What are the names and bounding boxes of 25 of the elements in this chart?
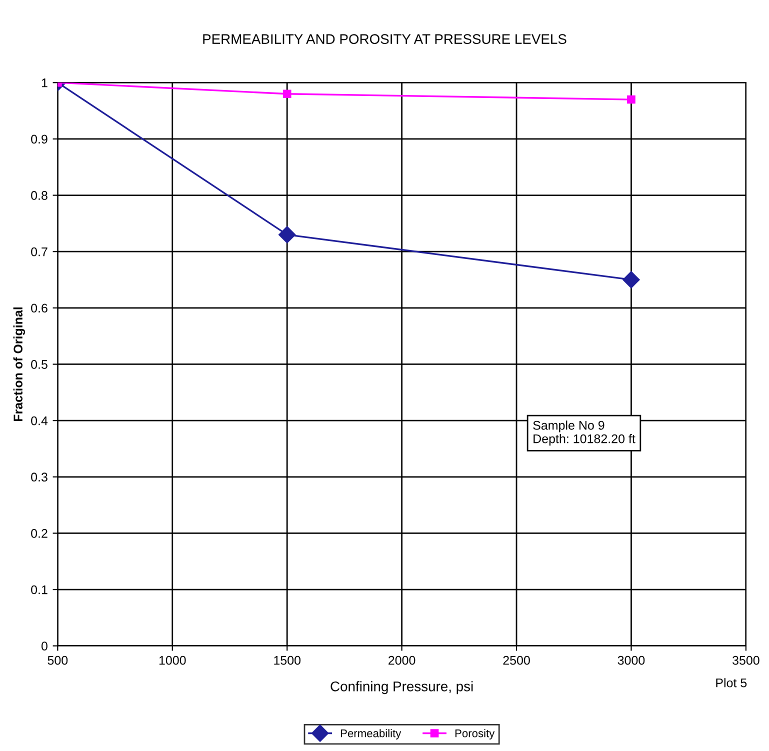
y-tick-label: 0.8 [31,191,48,200]
y-tick-label: 0.1 [31,585,48,594]
legend-label: Permeability [340,729,402,740]
chart-title: PERMEABILITY AND POROSITY AT PRESSURE LEVELS [203,34,566,44]
x-tick-label: 1500 [274,656,301,665]
y-tick-label: 0 [41,642,48,651]
y-tick-label: 0.5 [31,360,48,369]
y-tick-label: 0.2 [31,529,48,538]
annotation: Sample No 9 Depth: 10182.20 ft [533,420,636,446]
legend-label: Porosity [455,729,495,740]
x-tick-label: 500 [48,656,68,665]
y-tick-label: 0.9 [31,134,48,144]
y-tick-label: 0.7 [31,247,48,256]
y-tick-label: 0.4 [31,416,48,426]
text: Plot 5 [716,678,747,688]
x-tick-label: 3000 [618,656,645,665]
y-tick-label: 1 [42,78,48,88]
y-axis-title: Fraction of Original [13,307,26,422]
y-tick-label: 0.6 [31,304,48,313]
x-tick-label: 2000 [388,656,416,665]
x-axis-title: Confining Pressure, psi [330,681,473,694]
x-tick-label: 2500 [503,656,530,665]
x-tick-label: 1000 [159,656,186,665]
x-tick-label: 3500 [732,656,760,665]
y-tick-label: 0.3 [31,472,48,482]
